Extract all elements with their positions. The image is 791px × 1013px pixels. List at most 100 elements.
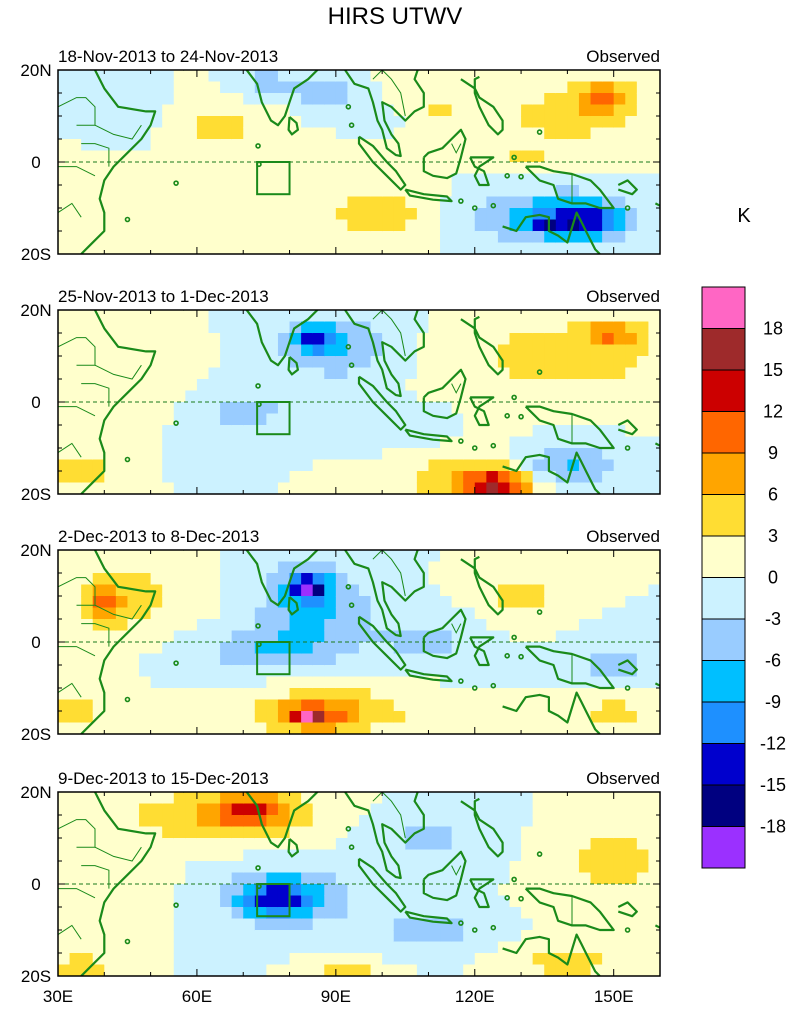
field-cell xyxy=(301,173,314,186)
field-cell xyxy=(486,653,499,666)
field-cell xyxy=(185,413,198,426)
field-cell xyxy=(104,321,117,334)
field-cell xyxy=(532,964,545,976)
country-border xyxy=(58,337,96,366)
field-cell xyxy=(393,448,406,461)
field-cell xyxy=(231,619,244,632)
field-cell xyxy=(532,561,545,574)
field-cell xyxy=(463,185,476,198)
field-cell xyxy=(254,630,267,643)
field-cell xyxy=(451,964,464,976)
field-cell xyxy=(312,826,325,839)
field-cell xyxy=(532,630,545,643)
field-cell xyxy=(254,596,267,609)
field-cell xyxy=(405,436,418,449)
field-cell xyxy=(58,402,71,415)
country-border xyxy=(372,310,406,357)
field-cell xyxy=(521,196,534,209)
field-cell xyxy=(521,321,534,334)
field-cell xyxy=(243,379,256,392)
field-cell xyxy=(208,630,221,643)
field-cell xyxy=(266,826,279,839)
field-cell xyxy=(58,162,71,175)
island xyxy=(348,602,355,609)
field-cell xyxy=(335,941,349,954)
field-cell xyxy=(359,448,372,461)
field-cell xyxy=(324,231,337,244)
field-cell xyxy=(440,630,453,643)
field-cell xyxy=(463,607,476,620)
field-cell xyxy=(266,884,279,897)
colorbar-tick-label: 0 xyxy=(768,568,778,588)
field-cell xyxy=(532,185,545,198)
field-cell xyxy=(359,333,372,346)
field-cell xyxy=(428,630,441,643)
field-cell xyxy=(428,953,441,966)
field-cell xyxy=(382,964,395,976)
field-cell xyxy=(613,127,626,140)
field-cell xyxy=(555,907,568,920)
field-cell xyxy=(648,584,660,597)
field-cell xyxy=(231,482,244,494)
field-cell xyxy=(139,838,152,851)
field-cell xyxy=(173,219,186,232)
field-cell xyxy=(602,550,615,563)
field-cell xyxy=(463,688,476,701)
field-cell xyxy=(289,653,302,666)
field-cell xyxy=(567,402,580,415)
field-cell xyxy=(69,607,82,620)
field-cell xyxy=(590,448,603,461)
field-cell xyxy=(92,688,105,701)
field-cell xyxy=(185,116,198,129)
field-cell xyxy=(208,607,221,620)
field-cell xyxy=(277,402,291,415)
field-cell xyxy=(277,964,291,976)
colorbar-swatch xyxy=(701,784,746,827)
field-cell xyxy=(405,619,418,632)
field-cell xyxy=(104,884,117,897)
field-cell xyxy=(393,676,406,689)
field-cell xyxy=(58,379,71,392)
field-cell xyxy=(208,895,221,908)
field-cell xyxy=(254,550,267,563)
field-cell xyxy=(173,930,186,943)
field-cell xyxy=(463,953,476,966)
field-cell xyxy=(150,573,163,586)
field-cell xyxy=(474,379,487,392)
field-cell xyxy=(590,607,603,620)
field-cell xyxy=(440,185,453,198)
field-cell xyxy=(451,653,464,666)
field-cell xyxy=(254,964,267,976)
field-cell xyxy=(625,448,638,461)
field-cell xyxy=(208,699,221,712)
field-cell xyxy=(613,390,626,403)
field-cell xyxy=(324,907,337,920)
field-cell xyxy=(370,185,383,198)
field-cell xyxy=(370,665,383,678)
field-cell xyxy=(347,630,360,643)
field-cell xyxy=(463,379,476,392)
field-cell xyxy=(497,561,511,574)
field-cell xyxy=(162,884,175,897)
field-cell xyxy=(277,425,291,438)
field-cell xyxy=(220,310,233,323)
field-cell xyxy=(451,838,464,851)
field-cell xyxy=(578,402,592,415)
field-cell xyxy=(613,861,626,874)
field-cell xyxy=(104,70,117,83)
field-cell xyxy=(185,139,198,152)
field-cell xyxy=(81,792,94,805)
field-cell xyxy=(127,653,140,666)
colorbar-swatch xyxy=(701,535,746,578)
field-cell xyxy=(613,699,626,712)
field-cell xyxy=(544,630,557,643)
field-cell xyxy=(578,930,592,943)
field-cell xyxy=(115,81,129,94)
field-cell xyxy=(196,104,210,117)
field-cell xyxy=(69,573,82,586)
field-cell xyxy=(532,459,545,472)
field-cell xyxy=(162,792,175,805)
field-cell xyxy=(613,356,626,369)
field-cell xyxy=(590,162,603,175)
field-cell xyxy=(636,688,650,701)
